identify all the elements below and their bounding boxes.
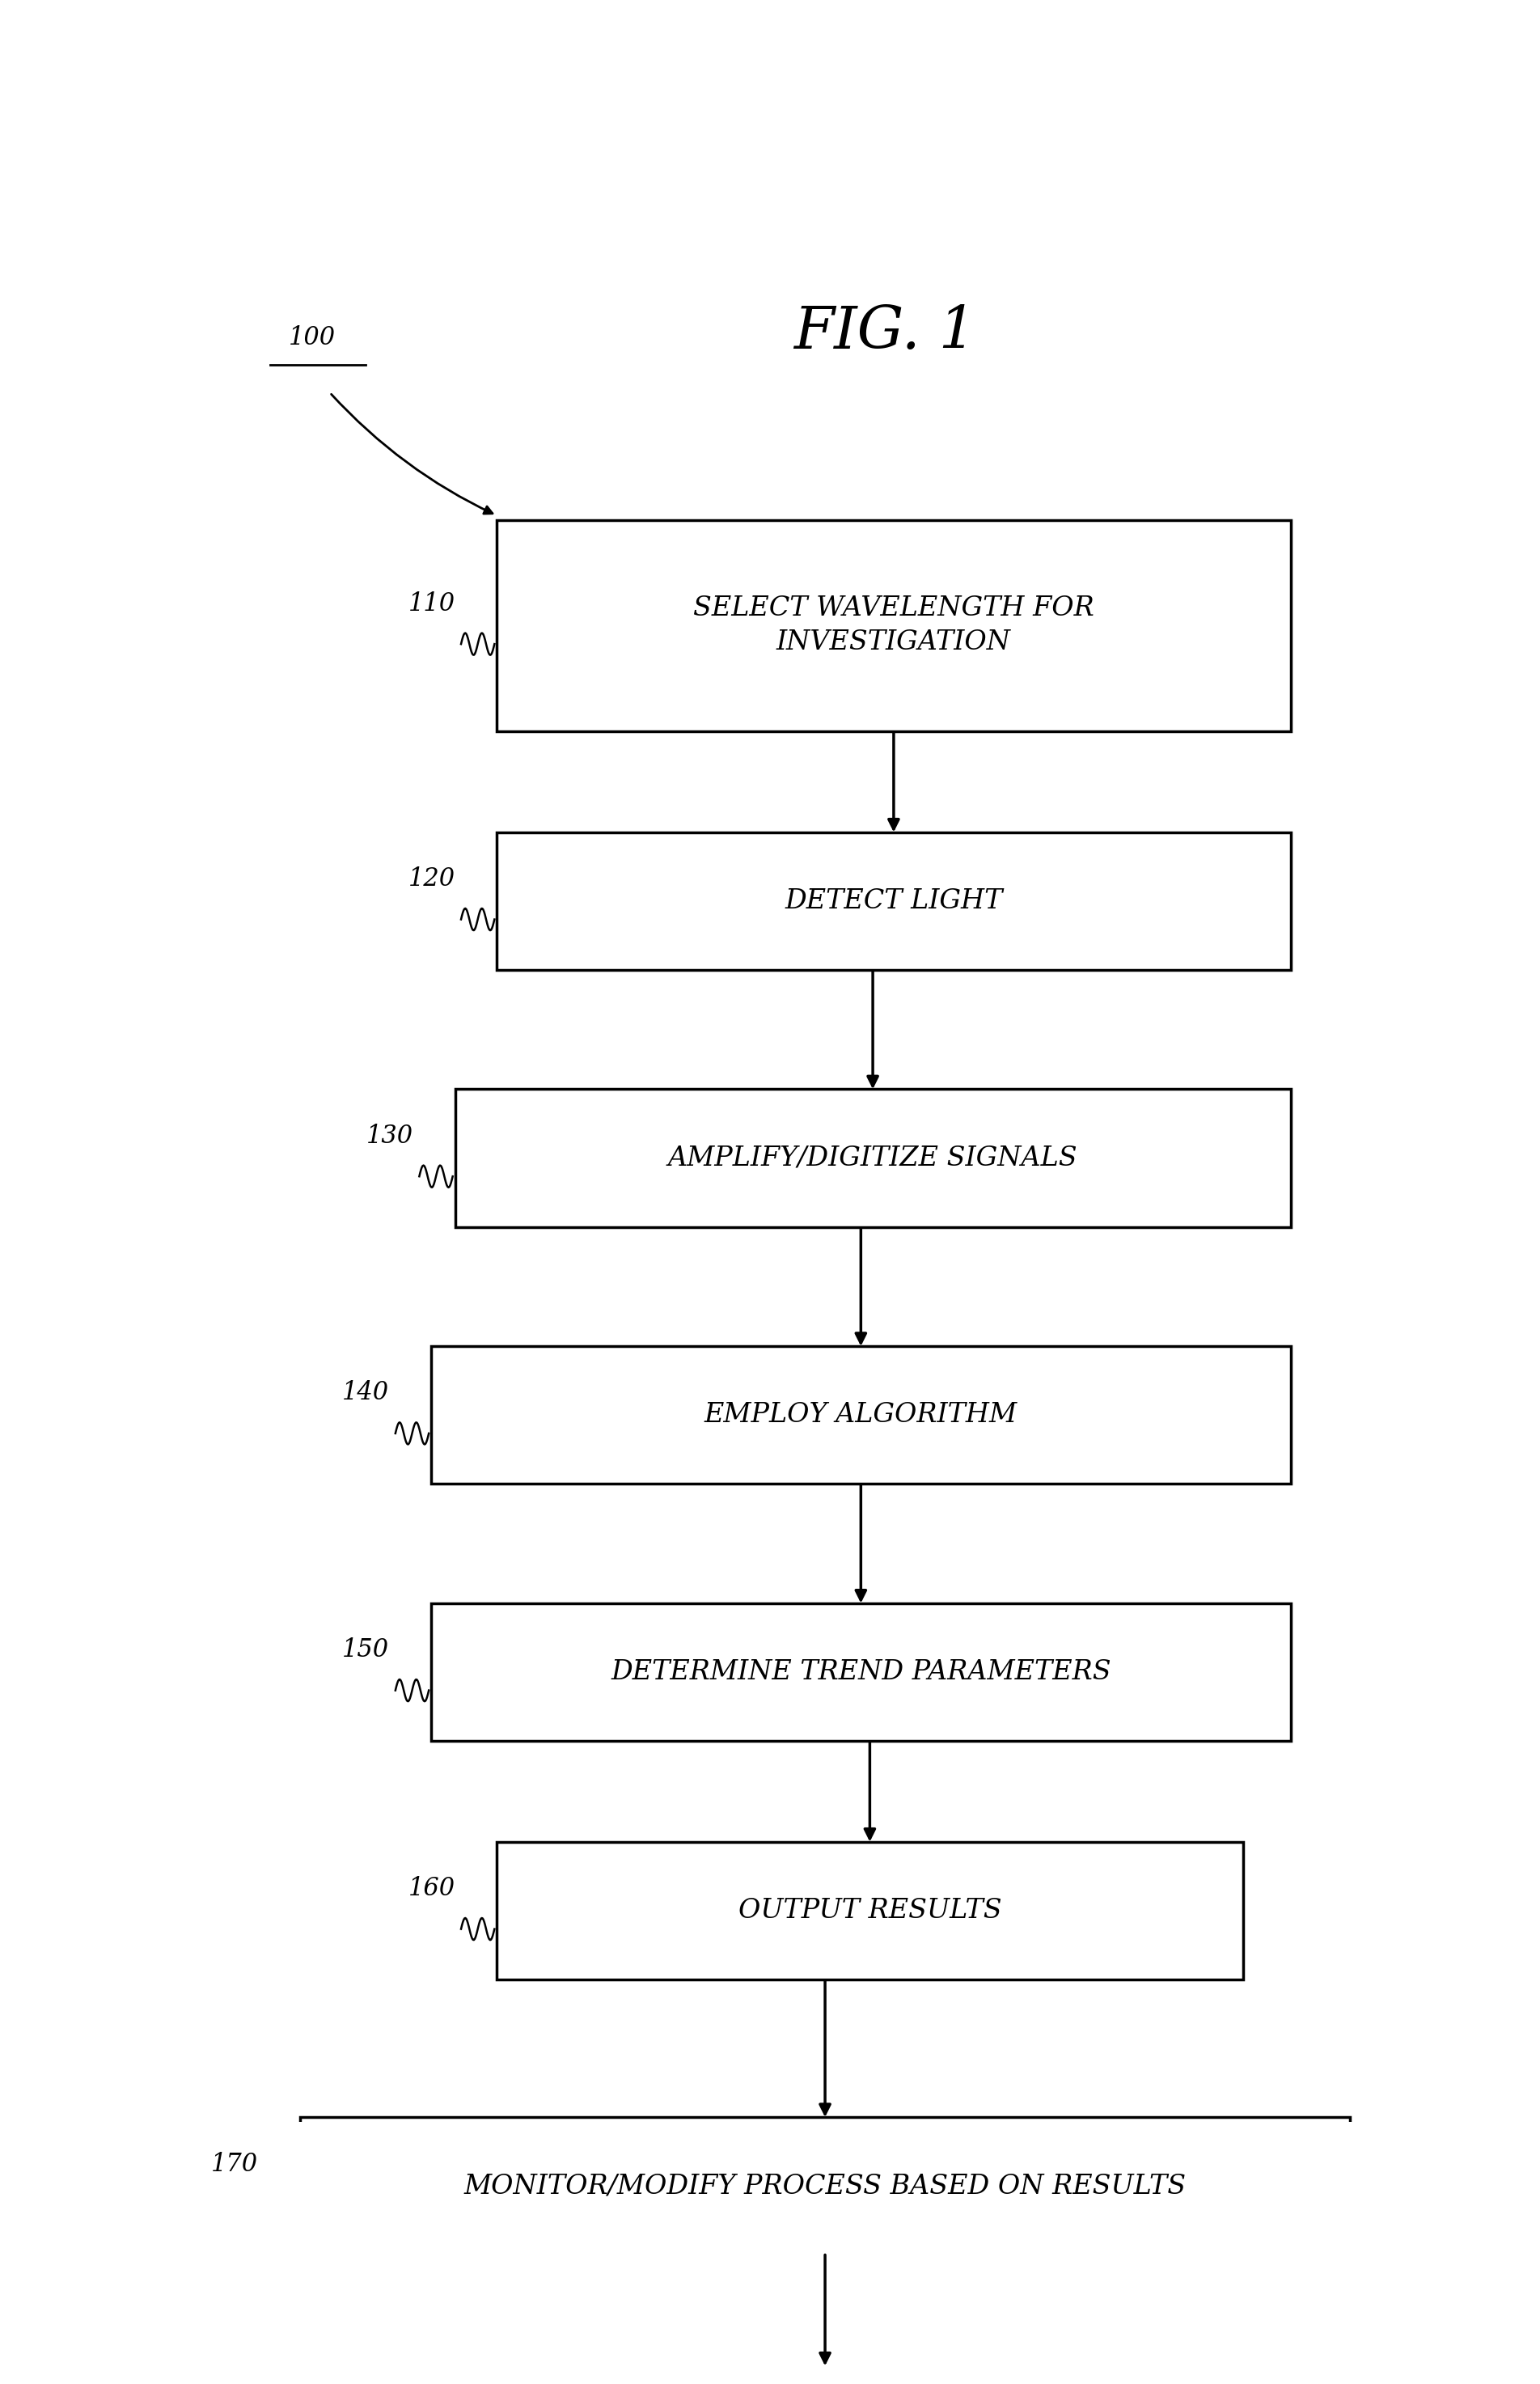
Text: DETECT LIGHT: DETECT LIGHT: [785, 889, 1003, 913]
Text: 140: 140: [342, 1380, 390, 1407]
Text: 160: 160: [408, 1876, 456, 1900]
Text: 150: 150: [342, 1638, 390, 1662]
Text: MONITOR/MODIFY PROCESS BASED ON RESULTS: MONITOR/MODIFY PROCESS BASED ON RESULTS: [464, 2174, 1186, 2198]
Text: AMPLIFY/DIGITIZE SIGNALS: AMPLIFY/DIGITIZE SIGNALS: [668, 1144, 1078, 1171]
Text: EMPLOY ALGORITHM: EMPLOY ALGORITHM: [704, 1402, 1018, 1428]
Text: 110: 110: [408, 591, 456, 615]
FancyBboxPatch shape: [497, 832, 1291, 970]
FancyBboxPatch shape: [693, 2346, 956, 2384]
Text: 130: 130: [367, 1123, 413, 1149]
Text: 120: 120: [408, 865, 456, 892]
FancyBboxPatch shape: [431, 1347, 1291, 1483]
Text: 170: 170: [211, 2150, 259, 2177]
Text: FIG. 1: FIG. 1: [793, 303, 976, 360]
Text: 100: 100: [288, 324, 336, 350]
FancyBboxPatch shape: [456, 1089, 1291, 1228]
Text: SELECT WAVELENGTH FOR
INVESTIGATION: SELECT WAVELENGTH FOR INVESTIGATION: [693, 596, 1093, 656]
FancyBboxPatch shape: [300, 2117, 1351, 2255]
FancyBboxPatch shape: [431, 1602, 1291, 1740]
FancyBboxPatch shape: [497, 520, 1291, 732]
FancyBboxPatch shape: [497, 1843, 1243, 1979]
Text: DETERMINE TREND PARAMETERS: DETERMINE TREND PARAMETERS: [611, 1659, 1110, 1685]
Text: OUTPUT RESULTS: OUTPUT RESULTS: [738, 1898, 1001, 1924]
